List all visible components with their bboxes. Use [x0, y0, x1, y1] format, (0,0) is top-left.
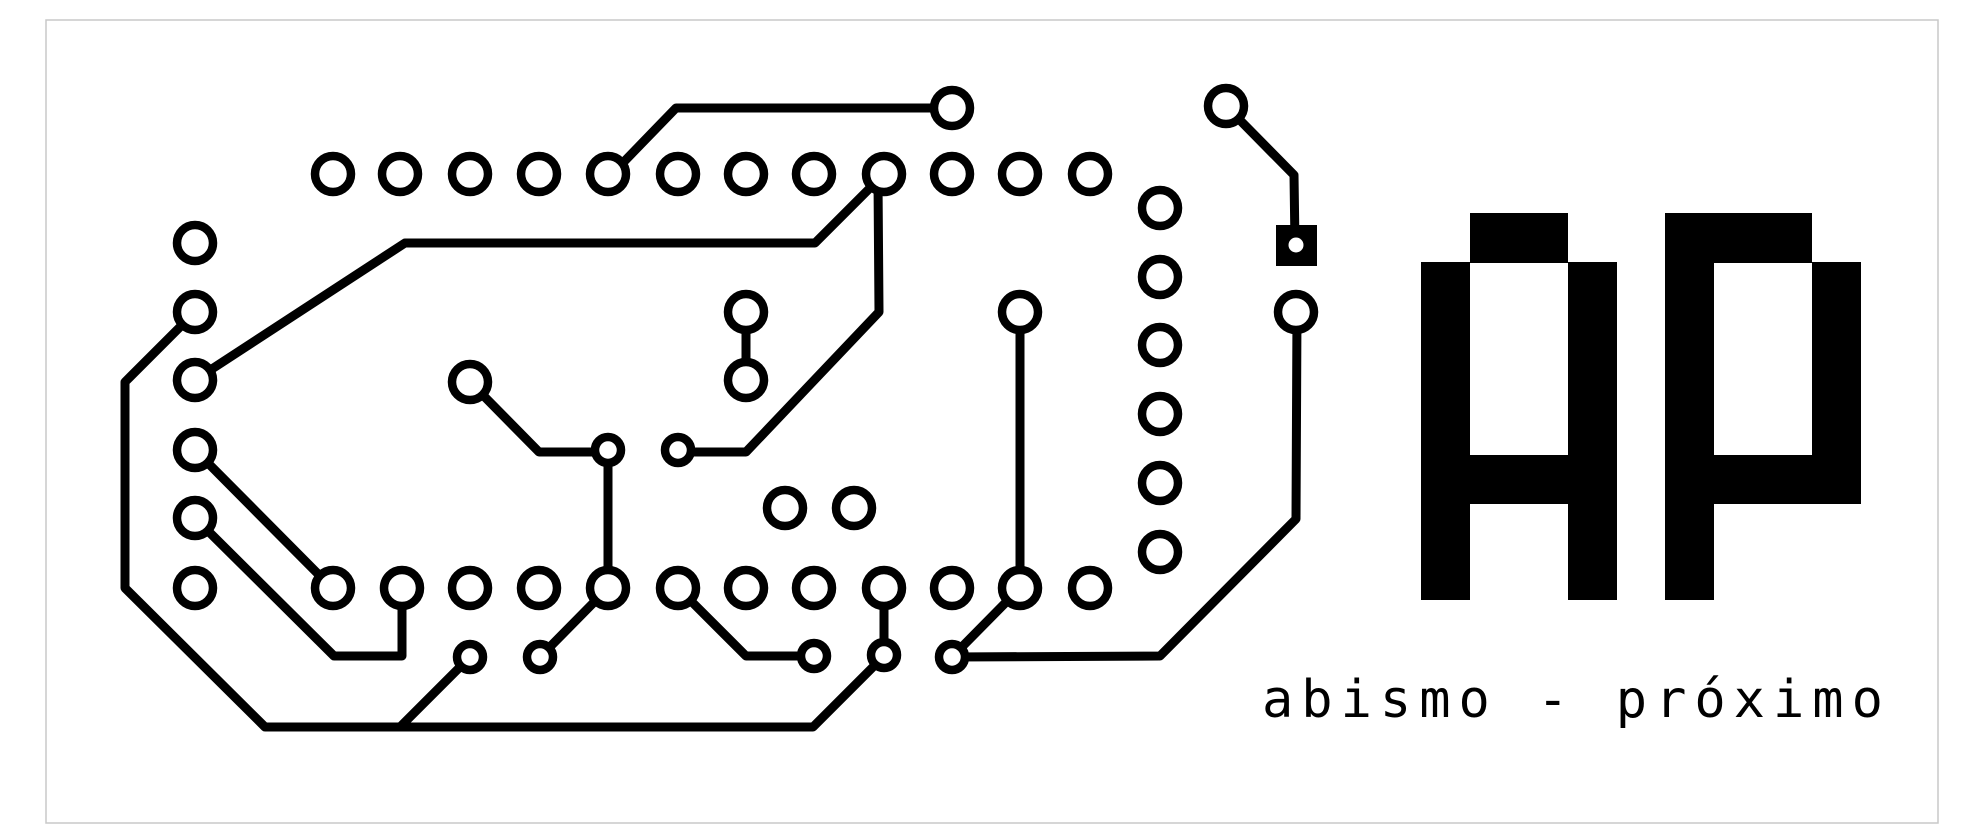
- solder-pad: [172, 495, 218, 541]
- logo-p-bowl-right: [1812, 262, 1861, 456]
- trace: [190, 513, 407, 661]
- solder-pad: [831, 485, 877, 531]
- logo-p-top: [1665, 213, 1812, 263]
- solder-pad: [1137, 391, 1183, 437]
- pad-layer: [172, 83, 1319, 675]
- trace: [190, 445, 337, 593]
- solder-pad: [929, 565, 975, 611]
- solder-pad: [1067, 565, 1113, 611]
- solder-pad: [172, 220, 218, 266]
- solder-pad: [1137, 322, 1183, 368]
- solder-pad: [762, 485, 808, 531]
- solder-pad: [310, 565, 356, 611]
- solder-pad: [377, 151, 423, 197]
- caption-text: abismo - próximo: [1262, 670, 1891, 730]
- solder-pad: [172, 357, 218, 403]
- logo-a-crossbar: [1470, 455, 1568, 504]
- solder-pad: [172, 289, 218, 335]
- square-pad-hole: [1288, 237, 1304, 253]
- solder-pad: [723, 289, 769, 335]
- solder-pad: [723, 151, 769, 197]
- solder-pad: [861, 151, 907, 197]
- solder-pad: [997, 565, 1043, 611]
- logo-a-right-leg: [1568, 262, 1617, 600]
- solder-pad: [516, 151, 562, 197]
- trace: [120, 307, 890, 732]
- solder-pad: [655, 151, 701, 197]
- solder-pad: [1137, 460, 1183, 506]
- trace: [673, 583, 819, 661]
- solder-pad: [660, 432, 696, 468]
- solder-pad: [522, 639, 558, 675]
- solder-pad: [655, 565, 701, 611]
- solder-pad: [447, 359, 493, 405]
- solder-pad: [1203, 83, 1249, 129]
- solder-pad: [1273, 289, 1319, 335]
- solder-pad: [452, 639, 488, 675]
- solder-pad: [791, 151, 837, 197]
- solder-pad: [1137, 254, 1183, 300]
- solder-pad: [1067, 151, 1113, 197]
- logo-p-bowl-bottom: [1714, 455, 1861, 504]
- solder-pad: [447, 151, 493, 197]
- solder-pad: [796, 638, 832, 674]
- solder-pad: [997, 289, 1043, 335]
- logo-p-stem: [1665, 262, 1714, 600]
- solder-pad: [585, 151, 631, 197]
- board-outline: [45, 19, 1939, 824]
- solder-pad: [585, 565, 631, 611]
- solder-pad: [379, 565, 425, 611]
- solder-pad: [934, 639, 970, 675]
- trace: [1221, 101, 1300, 250]
- solder-pad: [1137, 529, 1183, 575]
- solder-pad: [310, 151, 356, 197]
- logo-a-left-leg: [1421, 262, 1470, 600]
- solder-pad: [516, 565, 562, 611]
- solder-pad: [861, 565, 907, 611]
- solder-pad: [866, 637, 902, 673]
- solder-pad: [997, 151, 1043, 197]
- solder-pad: [447, 565, 493, 611]
- solder-pad: [172, 565, 218, 611]
- solder-pad: [723, 565, 769, 611]
- solder-pad: [172, 427, 218, 473]
- ap-logo: [1421, 213, 1861, 600]
- trace: [609, 103, 957, 177]
- solder-pad: [590, 432, 626, 468]
- solder-pad: [723, 357, 769, 403]
- solder-pad: [1137, 185, 1183, 231]
- trace: [947, 307, 1302, 662]
- logo-a-top: [1470, 213, 1568, 263]
- solder-pad: [929, 151, 975, 197]
- solder-pad: [929, 85, 975, 131]
- solder-pad: [791, 565, 837, 611]
